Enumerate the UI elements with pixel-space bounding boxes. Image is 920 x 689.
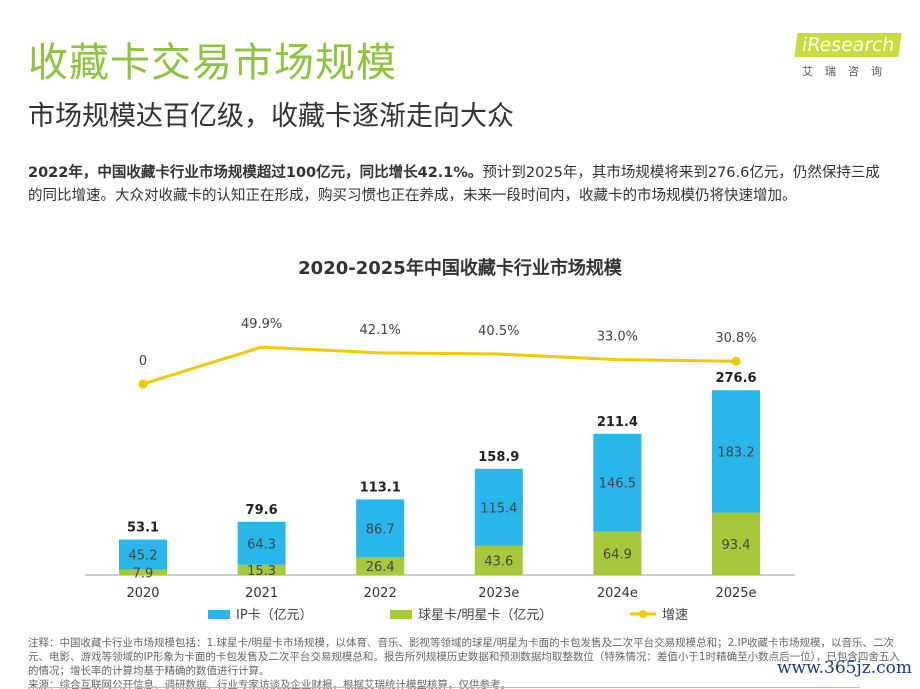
- page-title: 收藏卡交易市场规模: [28, 40, 397, 86]
- label-star: 15.3: [247, 564, 276, 579]
- label-ip: 86.7: [366, 522, 395, 537]
- x-tick-label: 2020: [126, 586, 159, 601]
- growth-label: 42.1%: [360, 323, 401, 338]
- x-tick-label: 2025e: [715, 586, 756, 601]
- label-total: 158.9: [478, 450, 519, 465]
- growth-label: 0: [139, 354, 147, 369]
- label-ip: 64.3: [247, 537, 276, 552]
- label-star: 7.9: [133, 566, 154, 581]
- x-tick-label: 2024e: [597, 586, 638, 601]
- summary-body: 预计到2025年，其市场规模将来到276.6亿元，仍然保持三成的同比增速。大众对…: [28, 165, 880, 204]
- bar-star: [712, 512, 760, 575]
- x-tick-label: 2022: [364, 586, 397, 601]
- label-total: 113.1: [360, 480, 401, 495]
- bar-star: [356, 557, 405, 575]
- divider: [28, 687, 860, 688]
- footnote: 注释：中国收藏卡行业市场规模包括：1.球星卡/明星卡市场规模，以体育、音乐、影视…: [28, 636, 908, 689]
- x-tick-label: 2023e: [478, 586, 519, 601]
- bar-star: [237, 564, 286, 575]
- growth-label: 33.0%: [597, 330, 638, 345]
- growth-label: 49.9%: [241, 317, 282, 332]
- label-ip: 183.2: [717, 445, 754, 460]
- legend-label-ip: IP卡（亿元）: [236, 608, 313, 623]
- bar-star: [474, 545, 523, 575]
- label-star: 26.4: [366, 560, 395, 575]
- page-subtitle: 市场规模达百亿级，收藏卡逐渐走向大众: [28, 101, 514, 132]
- label-star: 43.6: [484, 554, 513, 569]
- legend-swatch-ip: [208, 610, 230, 619]
- bar-ip: [474, 468, 523, 546]
- growth-line: [142, 345, 737, 386]
- watermark: www.365jz.com: [777, 658, 912, 678]
- label-star: 64.9: [603, 547, 632, 562]
- chart-title: 2020-2025年中国收藏卡行业市场规模: [298, 257, 623, 279]
- growth-point: [731, 356, 741, 366]
- legend-line-marker: [639, 610, 647, 618]
- bar-ip: [712, 390, 760, 513]
- legend-label-line: 增速: [662, 608, 688, 623]
- label-star: 93.4: [722, 538, 751, 553]
- growth-point: [138, 379, 148, 389]
- label-ip: 115.4: [480, 501, 517, 516]
- label-total: 276.6: [715, 371, 756, 386]
- logo-cn: 艾瑞咨询: [802, 65, 894, 78]
- label-total: 53.1: [127, 521, 159, 536]
- summary-bold: 2022年，中国收藏卡行业市场规模超过100亿元，同比增长42.1%。: [28, 165, 483, 181]
- iresearch-logo: iResearch 艾瑞咨询: [794, 33, 903, 79]
- legend-swatch-star: [390, 610, 412, 619]
- bar-ip: [356, 499, 405, 558]
- bar-ip: [119, 539, 167, 570]
- label-ip: 146.5: [599, 477, 636, 492]
- legend-label-star: 球星卡/明星卡（亿元）: [418, 608, 552, 623]
- label-total: 79.6: [246, 503, 278, 518]
- bar-ip: [593, 433, 642, 532]
- bar-ip: [237, 521, 286, 565]
- bar-star: [119, 569, 167, 575]
- growth-label: 40.5%: [478, 324, 519, 339]
- source-text: 来源：综合互联网公开信息、调研数据、行业专家访谈及企业财报，根据艾瑞统计模型核算…: [28, 679, 511, 689]
- growth-label: 30.8%: [715, 331, 756, 346]
- note-text: 注释：中国收藏卡行业市场规模包括：1.球星卡/明星卡市场规模，以体育、音乐、影视…: [28, 637, 900, 677]
- label-ip: 45.2: [129, 549, 158, 564]
- summary-text: 2022年，中国收藏卡行业市场规模超过100亿元，同比增长42.1%。预计到20…: [28, 162, 888, 208]
- x-tick-label: 2021: [245, 586, 278, 601]
- label-total: 211.4: [597, 415, 638, 430]
- bar-star: [593, 531, 642, 575]
